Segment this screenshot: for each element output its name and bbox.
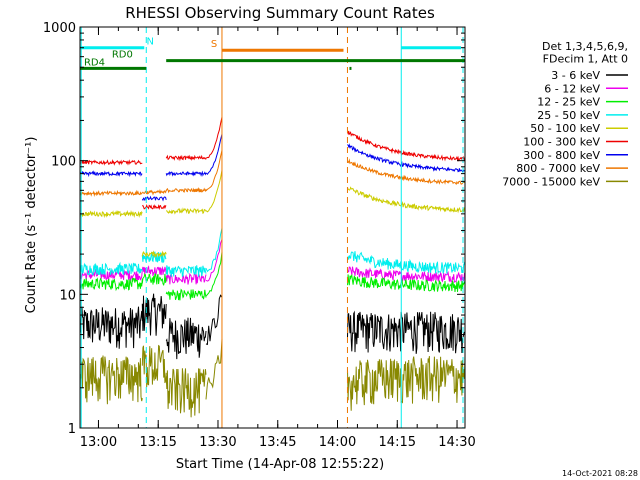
legend: Det 1,3,4,5,6,9,FDecim 1, Att 0 3 - 6 keV… — [502, 40, 628, 188]
series-2-segment-1 — [79, 268, 143, 283]
series-6-segment-1 — [79, 159, 143, 166]
chart-title: RHESSI Observing Summary Count Rates — [125, 4, 435, 22]
flag-label-n: N — [147, 37, 154, 48]
series-1-segment-1 — [79, 306, 143, 349]
series-4-segment-3 — [165, 265, 207, 277]
series-8-segment-4 — [347, 158, 466, 186]
series-5-segment-2 — [141, 250, 167, 259]
x-tick-label-13:15: 13:15 — [139, 435, 176, 450]
flag-label-rd4: RD4 — [84, 57, 105, 68]
series-4-segment-4 — [347, 251, 466, 275]
legend-header-1: Det 1,3,4,5,6,9, — [542, 40, 628, 53]
series-5 — [79, 170, 466, 259]
series-7-segment-3 — [165, 170, 207, 177]
series-9 — [79, 338, 466, 418]
legend-label-5: 50 - 100 keV — [530, 122, 600, 135]
y-axis-label-group: Count Rate (s⁻¹ detector⁻¹) — [24, 137, 39, 314]
series-8-segment-3 — [165, 187, 207, 194]
legend-label-6: 100 - 300 keV — [523, 136, 600, 149]
legend-label-8: 800 - 7000 keV — [516, 162, 600, 175]
series-1 — [79, 293, 466, 360]
series-4-flare — [205, 227, 223, 273]
series-2-segment-4 — [347, 266, 466, 283]
series-4-segment-1 — [79, 261, 143, 276]
legend-label-2: 6 - 12 keV — [544, 82, 600, 95]
plot-frame — [79, 26, 466, 429]
legend-label-9: 7000 - 15000 keV — [502, 175, 600, 188]
series-1-segment-4 — [347, 310, 466, 354]
series-1-flare — [205, 294, 223, 346]
legend-label-4: 25 - 50 keV — [537, 109, 600, 122]
flag-bar-n: N — [80, 37, 462, 50]
series-9-segment-1 — [79, 355, 143, 405]
x-tick-label-13:00: 13:00 — [80, 435, 117, 450]
flag-label-rd0: RD0 — [112, 50, 133, 61]
series-8-flare — [205, 150, 223, 192]
series-7-flare — [205, 133, 223, 175]
axis-layer: 1 10 100 1000 13:00 13:15 13:30 13:45 14:00 14:15… — [43, 21, 476, 450]
series-1-segment-2 — [141, 293, 167, 336]
y-tick-label-100: 100 — [51, 155, 76, 170]
series-8-segment-1 — [79, 189, 143, 198]
series-9-segment-3 — [165, 368, 207, 418]
series-3-segment-3 — [165, 288, 207, 301]
series-9-flare — [205, 338, 223, 400]
series-6-segment-2 — [141, 204, 167, 211]
y-axis-label: Count Rate (s⁻¹ detector⁻¹) — [24, 137, 39, 314]
x-tick-label-14:00: 14:00 — [319, 435, 356, 450]
flag-bar-s: S — [211, 39, 344, 52]
marker-layer: N S RD0 RD4 — [80, 27, 465, 428]
series-9-segment-2 — [141, 344, 167, 388]
series-1-segment-3 — [165, 317, 207, 360]
series-3-segment-4 — [347, 273, 466, 292]
x-tick-label-14:30: 14:30 — [438, 435, 475, 450]
series-7 — [79, 133, 466, 202]
x-axis-label: Start Time (14-Apr-08 12:55:22) — [176, 457, 384, 472]
series-6-flare — [205, 116, 223, 159]
series-6 — [79, 116, 466, 211]
series-2-segment-3 — [165, 272, 207, 285]
flag-bar-rd0: RD0 — [112, 50, 465, 63]
series-8 — [79, 150, 466, 198]
legend-label-7: 300 - 800 keV — [523, 149, 600, 162]
timestamp: 14-Oct-2021 08:28 — [562, 469, 638, 478]
legend-header-2: FDecim 1, Att 0 — [543, 53, 628, 66]
series-5-segment-4 — [347, 186, 466, 214]
series-3-flare — [205, 251, 223, 297]
series-7-segment-4 — [347, 143, 466, 173]
series-5-segment-3 — [166, 207, 207, 215]
legend-label-1: 3 - 6 keV — [551, 69, 600, 82]
x-tick-label-14:15: 14:15 — [379, 435, 416, 450]
series-5-flare — [205, 170, 223, 213]
series-5-segment-1 — [79, 209, 143, 219]
y-tick-label-1000: 1000 — [43, 21, 76, 36]
y-tick-label-10: 10 — [59, 288, 76, 303]
series-2-flare — [205, 239, 223, 282]
x-tick-label-13:30: 13:30 — [199, 435, 236, 450]
legend-label-3: 12 - 25 keV — [537, 96, 600, 109]
flag-label-s: S — [211, 39, 217, 50]
series-6-segment-4 — [347, 130, 466, 162]
x-tick-label-13:45: 13:45 — [259, 435, 296, 450]
series-6-segment-3 — [165, 154, 207, 162]
flag-bar-rd4: RD4 — [80, 57, 352, 70]
series-7-segment-1 — [79, 170, 143, 178]
y-tick-label-1: 1 — [68, 422, 76, 437]
series-9-segment-4 — [347, 356, 466, 411]
series-3-segment-1 — [79, 277, 143, 292]
